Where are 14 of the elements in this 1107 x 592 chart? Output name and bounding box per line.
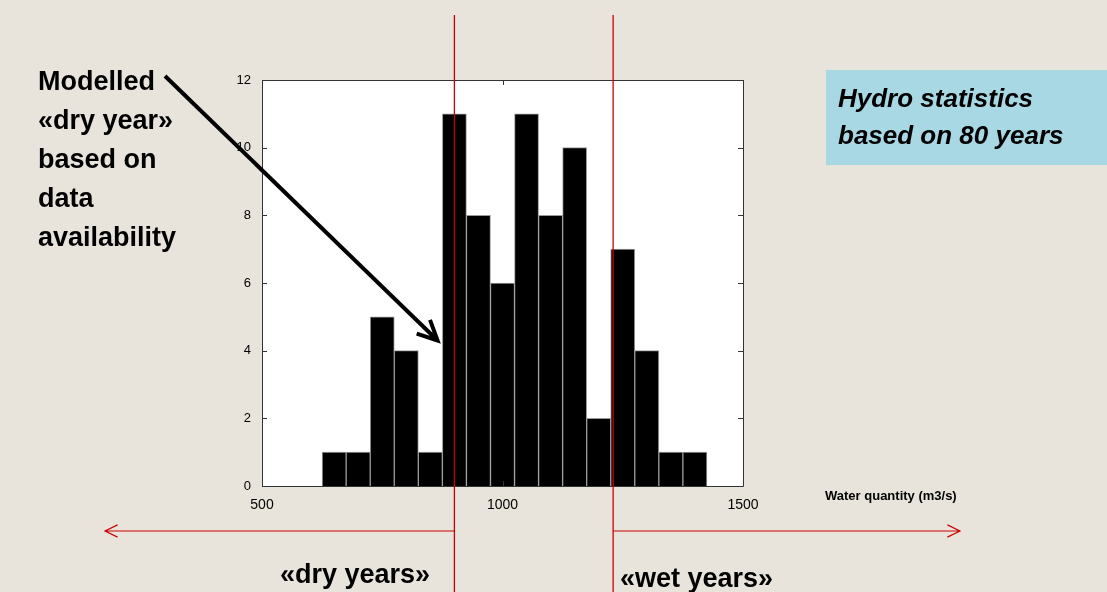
y-tick-label: 2 xyxy=(243,409,251,425)
x-tick-label: 1500 xyxy=(727,496,759,513)
y-tick-label: 12 xyxy=(236,71,251,87)
text: «dry years» xyxy=(280,558,431,591)
annotation: Modelled «dry year» based on data availability xyxy=(38,65,178,254)
text: Water quantity (m3/s) xyxy=(825,487,957,505)
y-tick-label: 8 xyxy=(243,206,251,222)
y-tick-label: 0 xyxy=(243,477,251,493)
text: Hydro statistics based on 80 years xyxy=(826,70,1107,165)
x-tick-label: 1000 xyxy=(486,496,519,513)
y-tick-label: 6 xyxy=(243,274,251,290)
y-tick-label: 4 xyxy=(243,342,251,358)
x-tick-label: 500 xyxy=(250,496,274,513)
text: «wet years» xyxy=(620,562,774,592)
